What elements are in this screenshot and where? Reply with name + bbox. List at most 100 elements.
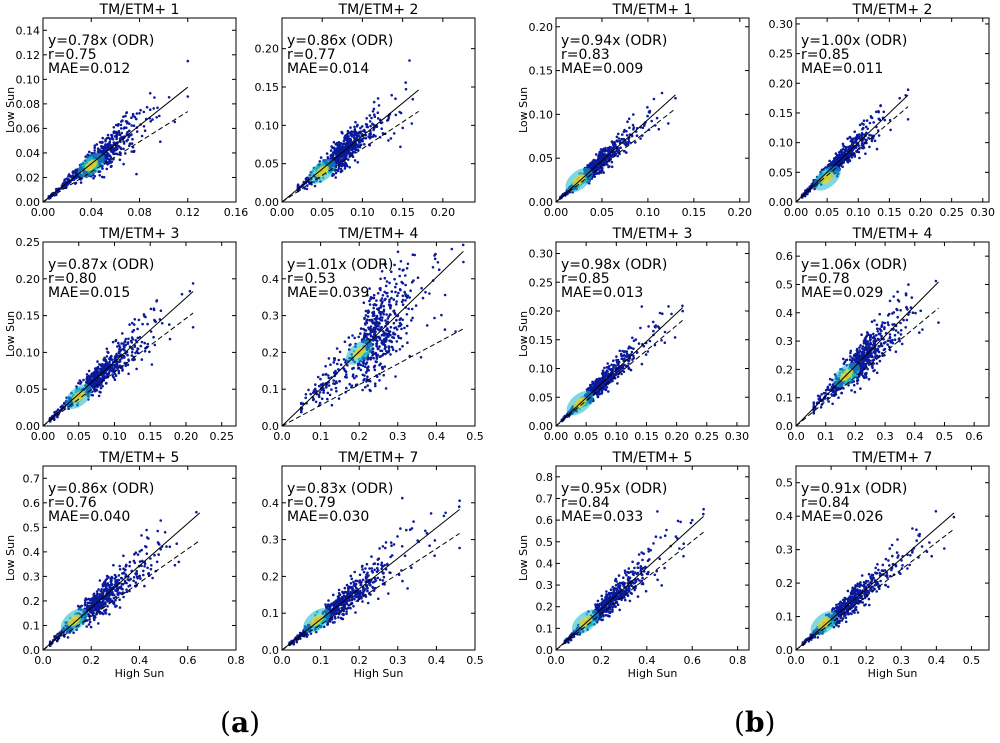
y-tick-label: 0.05 bbox=[16, 383, 41, 396]
odr-fit-line bbox=[282, 250, 464, 426]
data-point bbox=[96, 147, 100, 150]
data-point bbox=[398, 288, 402, 291]
data-point bbox=[307, 388, 310, 392]
data-point bbox=[94, 605, 97, 609]
data-point bbox=[128, 564, 131, 568]
data-point bbox=[74, 182, 77, 185]
data-point bbox=[367, 592, 371, 595]
data-point bbox=[396, 334, 400, 338]
data-point bbox=[590, 165, 593, 169]
data-point bbox=[623, 128, 626, 132]
data-point bbox=[336, 149, 340, 153]
data-point bbox=[353, 150, 357, 154]
data-point bbox=[354, 120, 357, 124]
data-point bbox=[106, 162, 109, 165]
data-point bbox=[356, 367, 360, 370]
data-point bbox=[117, 352, 121, 355]
data-point bbox=[334, 148, 337, 152]
data-point bbox=[337, 358, 341, 362]
data-point bbox=[95, 389, 99, 392]
data-point bbox=[116, 131, 119, 135]
data-point bbox=[324, 603, 327, 606]
data-point bbox=[98, 170, 102, 173]
data-point bbox=[149, 120, 152, 123]
data-point bbox=[336, 599, 339, 603]
data-point bbox=[131, 347, 134, 351]
data-point bbox=[350, 148, 354, 152]
data-point bbox=[324, 373, 327, 376]
data-point bbox=[348, 382, 352, 386]
data-point bbox=[79, 181, 83, 184]
data-point bbox=[361, 139, 365, 143]
scatter-panel-a-4: 0.0 0.1 0.2 0.3 0.4 0.50.00.10.20.30.4TM/ETM+… bbox=[262, 226, 484, 443]
x-tick-label: 0.15 bbox=[138, 430, 163, 443]
data-point bbox=[89, 625, 93, 629]
data-point bbox=[331, 155, 334, 158]
data-point bbox=[152, 335, 155, 339]
data-point bbox=[98, 390, 101, 394]
data-point bbox=[138, 550, 142, 553]
data-point bbox=[115, 137, 118, 141]
data-point bbox=[159, 140, 162, 143]
data-point bbox=[381, 545, 385, 548]
data-point bbox=[383, 563, 387, 567]
data-point bbox=[399, 111, 403, 115]
data-point bbox=[353, 570, 357, 574]
data-point bbox=[108, 613, 111, 616]
x-tick-label: 0.05 bbox=[310, 206, 335, 219]
data-point bbox=[339, 598, 343, 601]
data-point bbox=[88, 620, 92, 624]
data-point bbox=[127, 358, 130, 362]
data-point bbox=[132, 328, 136, 332]
data-point bbox=[366, 375, 369, 379]
data-point bbox=[610, 149, 613, 152]
data-point bbox=[380, 561, 384, 565]
data-point bbox=[312, 389, 316, 392]
data-point bbox=[338, 380, 342, 383]
data-point bbox=[123, 581, 127, 584]
data-point bbox=[143, 129, 147, 132]
data-point bbox=[106, 605, 109, 608]
data-point bbox=[140, 564, 143, 568]
data-point bbox=[135, 573, 138, 576]
y-tick-label: 0.0 bbox=[23, 644, 41, 657]
data-point bbox=[168, 545, 172, 548]
data-point bbox=[385, 336, 388, 339]
data-point bbox=[375, 360, 378, 364]
data-point bbox=[369, 329, 373, 333]
data-point bbox=[380, 319, 384, 322]
x-tick-label: 0.4 bbox=[428, 654, 446, 667]
data-point bbox=[191, 282, 195, 285]
data-point bbox=[89, 610, 92, 614]
fit-equation: y=1.01x (ODR) bbox=[287, 257, 393, 273]
data-point bbox=[366, 358, 369, 361]
data-point bbox=[335, 603, 339, 606]
data-point bbox=[590, 162, 593, 166]
data-point bbox=[404, 274, 407, 277]
data-point bbox=[398, 267, 401, 271]
fit-equation: y=0.78x (ODR) bbox=[48, 33, 154, 49]
data-point bbox=[114, 134, 117, 138]
scatter-panel-a-3: 0.00 0.05 0.10 0.15 0.20 0.250.000.050.100.15… bbox=[4, 226, 237, 443]
data-point bbox=[334, 380, 338, 383]
mae-label: MAE=0.014 bbox=[287, 61, 369, 77]
data-point bbox=[119, 123, 123, 127]
data-point bbox=[138, 112, 141, 115]
data-point bbox=[79, 380, 83, 384]
data-point bbox=[353, 139, 357, 142]
data-point bbox=[441, 228, 444, 231]
data-point bbox=[143, 584, 146, 588]
scatter-panel-a-1: 0.00 0.04 0.08 0.12 0.160.000.020.040.060.08… bbox=[4, 2, 248, 219]
data-point bbox=[388, 300, 391, 304]
data-point bbox=[306, 184, 309, 187]
data-point bbox=[305, 176, 309, 180]
data-point bbox=[105, 585, 108, 588]
data-point bbox=[396, 294, 399, 298]
data-point bbox=[387, 139, 390, 142]
data-point bbox=[75, 168, 78, 172]
data-point bbox=[140, 534, 143, 537]
data-point bbox=[629, 141, 632, 145]
data-point bbox=[136, 347, 139, 350]
data-point bbox=[373, 364, 377, 368]
